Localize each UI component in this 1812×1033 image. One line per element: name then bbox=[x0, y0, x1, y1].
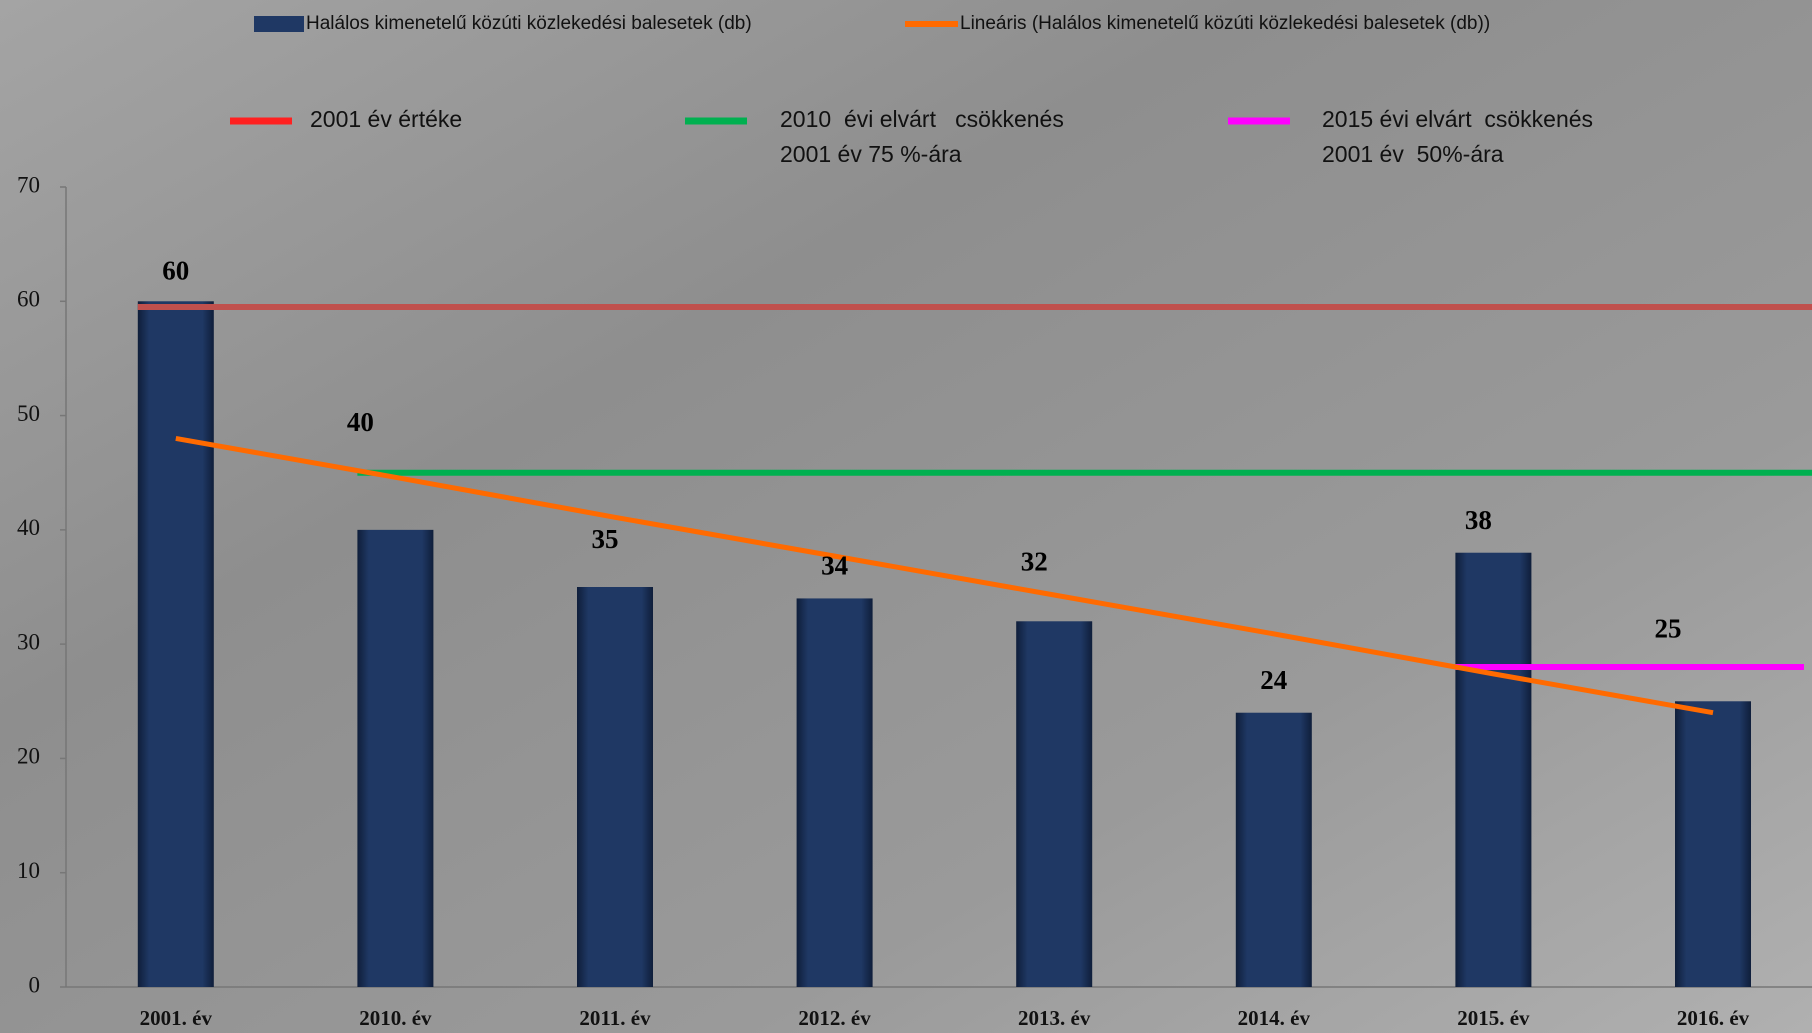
x-tick-label: 2014. év bbox=[1238, 1006, 1311, 1030]
bar bbox=[1455, 552, 1532, 987]
y-tick-label: 30 bbox=[17, 629, 40, 654]
y-tick-label: 40 bbox=[17, 515, 40, 540]
x-tick-label: 2011. év bbox=[579, 1006, 651, 1030]
legend-label: 2010 évi elvárt csökkenés bbox=[780, 106, 1064, 132]
x-tick-label: 2001. év bbox=[140, 1006, 213, 1030]
legend-label: 2001 év 75 %-ára bbox=[780, 141, 962, 167]
bar bbox=[1675, 701, 1751, 987]
x-tick-label: 2013. év bbox=[1018, 1006, 1091, 1030]
bar bbox=[577, 587, 653, 987]
value-label: 34 bbox=[821, 551, 848, 581]
legend-label: Lineáris (Halálos kimenetelű közúti közl… bbox=[960, 13, 1490, 34]
trend-line bbox=[175, 435, 1714, 716]
y-tick-label: 60 bbox=[17, 287, 40, 312]
legend-label: Halálos kimenetelű közúti közlekedési ba… bbox=[306, 13, 752, 34]
bar bbox=[1235, 712, 1312, 987]
value-label: 38 bbox=[1465, 505, 1492, 535]
y-tick-label: 10 bbox=[17, 858, 40, 883]
y-tick-label: 20 bbox=[17, 744, 40, 769]
value-label: 32 bbox=[1021, 546, 1048, 576]
y-tick-label: 50 bbox=[17, 401, 40, 426]
bar bbox=[357, 529, 434, 987]
legend-label: 2015 évi elvárt csökkenés bbox=[1322, 106, 1593, 132]
bar bbox=[137, 301, 214, 987]
value-label: 24 bbox=[1260, 665, 1287, 695]
value-label: 35 bbox=[592, 524, 619, 554]
value-label: 60 bbox=[162, 255, 189, 285]
bar bbox=[1016, 621, 1093, 987]
bar bbox=[796, 598, 873, 987]
legend-swatch bbox=[254, 16, 304, 32]
y-tick-label: 0 bbox=[29, 972, 41, 997]
x-tick-label: 2010. év bbox=[359, 1006, 432, 1030]
legend-label: 2001 év értéke bbox=[310, 106, 462, 132]
legend-label: 2001 év 50%-ára bbox=[1322, 141, 1504, 167]
x-tick-label: 2016. év bbox=[1677, 1006, 1750, 1030]
x-tick-label: 2012. év bbox=[798, 1006, 871, 1030]
value-label: 40 bbox=[347, 407, 374, 437]
value-label: 25 bbox=[1655, 613, 1682, 643]
y-tick-label: 70 bbox=[17, 172, 40, 197]
x-tick-label: 2015. év bbox=[1457, 1006, 1530, 1030]
